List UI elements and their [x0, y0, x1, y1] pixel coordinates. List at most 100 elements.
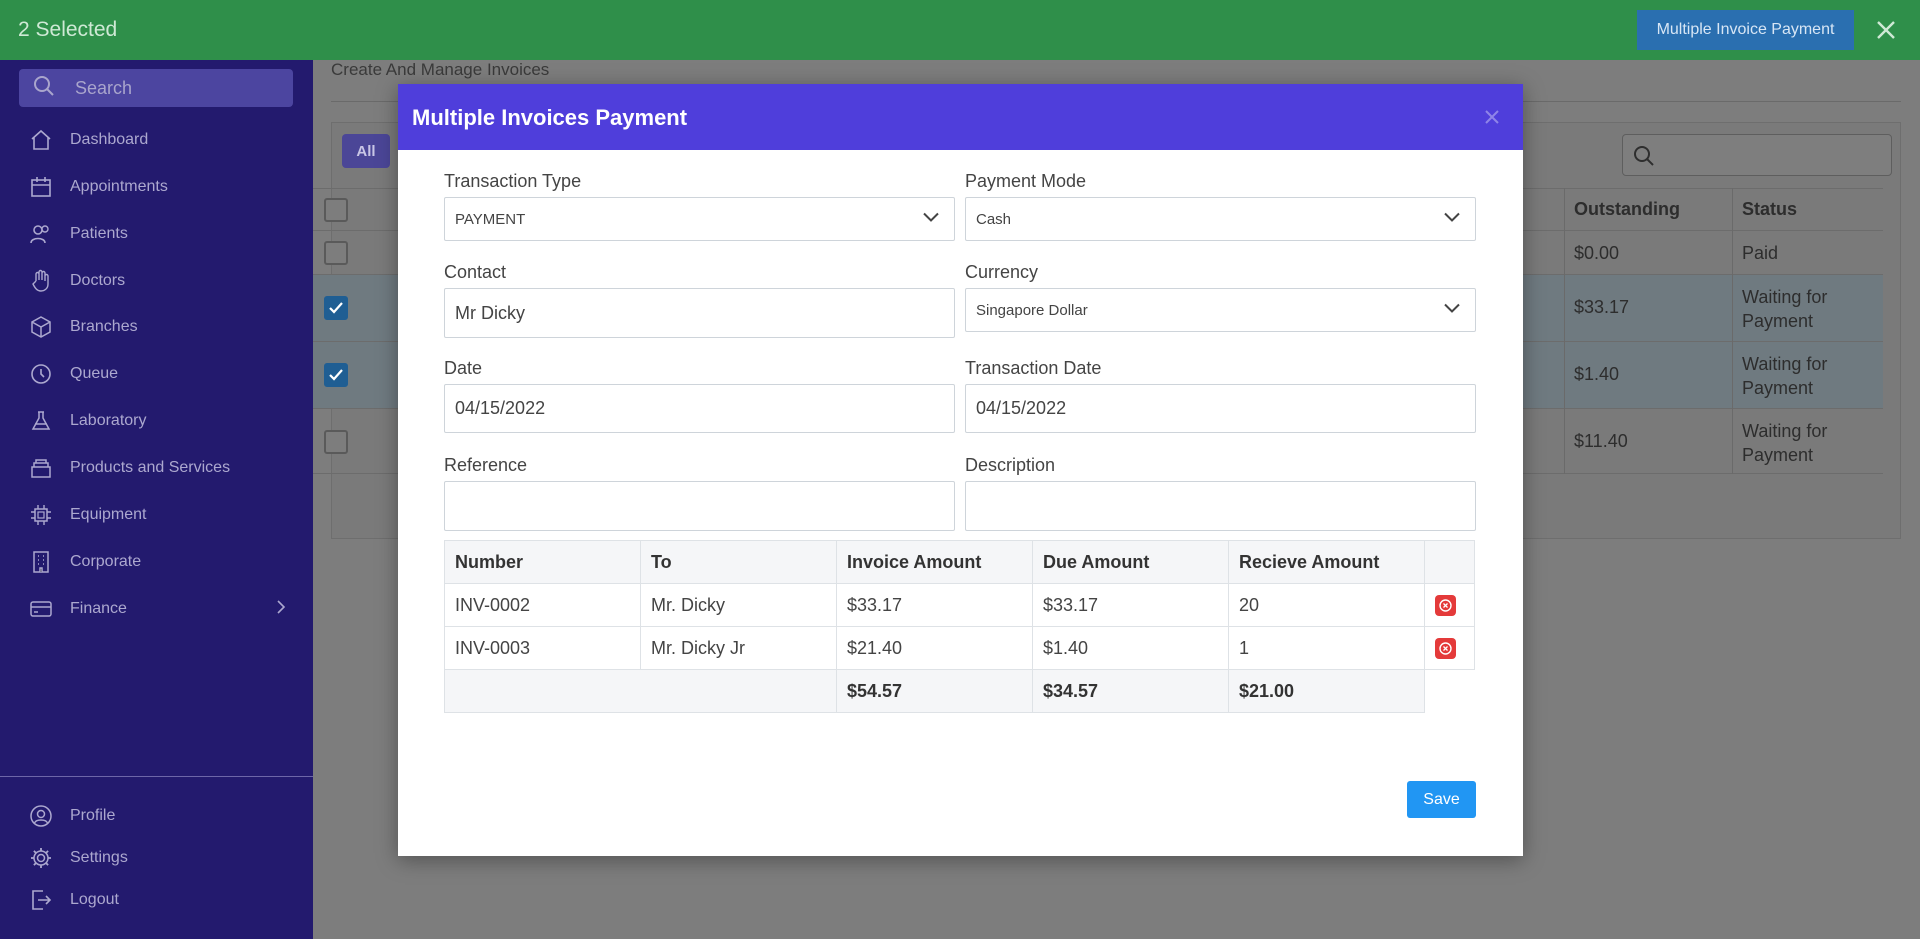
- status-cell: Waiting for Payment: [1742, 421, 1828, 465]
- filter-all-button[interactable]: All: [342, 134, 390, 168]
- sidebar-item-settings[interactable]: Settings: [28, 843, 288, 873]
- status-cell: Waiting for Payment: [1742, 354, 1828, 398]
- outstanding-header: Outstanding: [1574, 199, 1680, 219]
- row-checkbox-checked[interactable]: [324, 296, 348, 320]
- transaction-date-field[interactable]: 04/15/2022: [965, 384, 1476, 433]
- chevron-right-icon[interactable]: [274, 599, 288, 620]
- row-checkbox-checked[interactable]: [324, 363, 348, 387]
- sidebar-item-label: Doctors: [70, 272, 126, 289]
- sidebar-item-label: Queue: [70, 365, 119, 382]
- invoice-amount-header: Invoice Amount: [836, 540, 1033, 584]
- table-search-input[interactable]: [1622, 134, 1892, 176]
- contact-field[interactable]: Mr Dicky: [444, 288, 955, 338]
- sidebar-divider: [0, 776, 313, 777]
- due-amount-cell: $33.17: [1032, 583, 1229, 627]
- transaction-type-label: Transaction Type: [444, 171, 582, 191]
- reference-field[interactable]: [444, 481, 955, 531]
- sidebar-item-corporate[interactable]: Corporate: [28, 547, 288, 577]
- remove-circle-icon: [1439, 598, 1452, 612]
- status-cell: Waiting for Payment: [1742, 287, 1828, 331]
- sidebar-item-dashboard[interactable]: Dashboard: [28, 125, 288, 155]
- sidebar-item-label: Profile: [70, 807, 116, 824]
- row-checkbox[interactable]: [324, 430, 348, 454]
- sidebar-item-label: Equipment: [70, 506, 147, 523]
- transaction-type-value: PAYMENT: [455, 210, 526, 228]
- sidebar-item-label: Branches: [70, 318, 138, 335]
- status-cell: Paid: [1742, 243, 1779, 263]
- invoice-number-cell: INV-0002: [444, 583, 641, 627]
- currency-select[interactable]: Singapore Dollar: [965, 288, 1476, 332]
- currency-value: Singapore Dollar: [976, 301, 1088, 319]
- close-icon[interactable]: [1872, 16, 1900, 44]
- invoice-to-cell: Mr. Dicky Jr: [640, 626, 837, 670]
- currency-label: Currency: [965, 262, 1039, 282]
- sidebar-item-products-and-services[interactable]: Products and Services: [28, 453, 288, 483]
- total-receive-amount: $21.00: [1228, 669, 1425, 713]
- row-actions: [1424, 626, 1475, 670]
- receive-amount-input[interactable]: 20: [1228, 583, 1425, 627]
- invoice-amount-cell: $33.17: [836, 583, 1033, 627]
- select-all-checkbox[interactable]: [324, 198, 348, 222]
- home-icon: [28, 127, 54, 153]
- sidebar-item-profile[interactable]: Profile: [28, 801, 288, 831]
- remove-row-button[interactable]: [1435, 594, 1456, 616]
- total-due-amount: $34.57: [1032, 669, 1229, 713]
- sidebar-item-label: Appointments: [70, 178, 168, 195]
- close-icon[interactable]: [1480, 105, 1504, 129]
- invoice-number-cell: INV-0003: [444, 626, 641, 670]
- description-field[interactable]: [965, 481, 1476, 531]
- transaction-date-value: 04/15/2022: [976, 398, 1067, 418]
- search-icon: [1633, 145, 1655, 172]
- sidebar-item-finance[interactable]: Finance: [28, 594, 288, 624]
- row-checkbox[interactable]: [324, 241, 348, 265]
- date-value: 04/15/2022: [455, 398, 546, 418]
- multiple-invoice-payment-button[interactable]: Multiple Invoice Payment: [1637, 10, 1854, 50]
- users-icon: [28, 221, 54, 247]
- payment-mode-label: Payment Mode: [965, 171, 1087, 191]
- column-divider: [1732, 188, 1733, 474]
- sidebar-item-doctors[interactable]: Doctors: [28, 266, 288, 296]
- row-actions: [1424, 583, 1475, 627]
- sidebar-item-laboratory[interactable]: Laboratory: [28, 406, 288, 436]
- sidebar-item-patients[interactable]: Patients: [28, 219, 288, 249]
- remove-row-button[interactable]: [1435, 637, 1456, 659]
- transaction-date-label: Transaction Date: [965, 358, 1102, 378]
- description-label: Description: [965, 455, 1056, 475]
- search-input[interactable]: Search: [19, 69, 293, 107]
- building-icon: [28, 549, 54, 575]
- date-field[interactable]: 04/15/2022: [444, 384, 955, 433]
- sidebar-item-label: Patients: [70, 225, 128, 242]
- box-icon: [28, 314, 54, 340]
- outstanding-cell: $33.17: [1574, 297, 1630, 317]
- sidebar-item-queue[interactable]: Queue: [28, 359, 288, 389]
- sidebar-item-label: Laboratory: [70, 412, 147, 429]
- contact-label: Contact: [444, 262, 507, 282]
- sidebar-item-branches[interactable]: Branches: [28, 312, 288, 342]
- chevron-down-icon: [1443, 211, 1461, 228]
- sidebar-item-logout[interactable]: Logout: [28, 885, 288, 915]
- remove-circle-icon: [1439, 641, 1452, 655]
- outstanding-cell: $11.40: [1574, 431, 1628, 451]
- transaction-type-select[interactable]: PAYMENT: [444, 197, 955, 241]
- sidebar-item-label: Dashboard: [70, 131, 149, 148]
- save-button[interactable]: Save: [1407, 781, 1476, 818]
- card-icon: [28, 596, 54, 622]
- date-label: Date: [444, 358, 483, 378]
- search-placeholder: Search: [75, 77, 133, 98]
- receive-amount-input[interactable]: 1: [1228, 626, 1425, 670]
- payment-mode-select[interactable]: Cash: [965, 197, 1476, 241]
- user-icon: [28, 803, 54, 829]
- invoice-to-cell: Mr. Dicky: [640, 583, 837, 627]
- modal-header: Multiple Invoices Payment: [398, 84, 1523, 150]
- action-header: [1424, 540, 1475, 584]
- status-header: Status: [1742, 199, 1798, 219]
- outstanding-cell: $0.00: [1574, 243, 1620, 263]
- clock-icon: [28, 361, 54, 387]
- chevron-down-icon: [922, 211, 940, 228]
- sidebar-item-label: Corporate: [70, 553, 142, 570]
- sidebar-item-equipment[interactable]: Equipment: [28, 500, 288, 530]
- gear-icon: [28, 845, 54, 871]
- total-invoice-amount: $54.57: [836, 669, 1033, 713]
- due-amount-cell: $1.40: [1032, 626, 1229, 670]
- sidebar-item-appointments[interactable]: Appointments: [28, 172, 288, 202]
